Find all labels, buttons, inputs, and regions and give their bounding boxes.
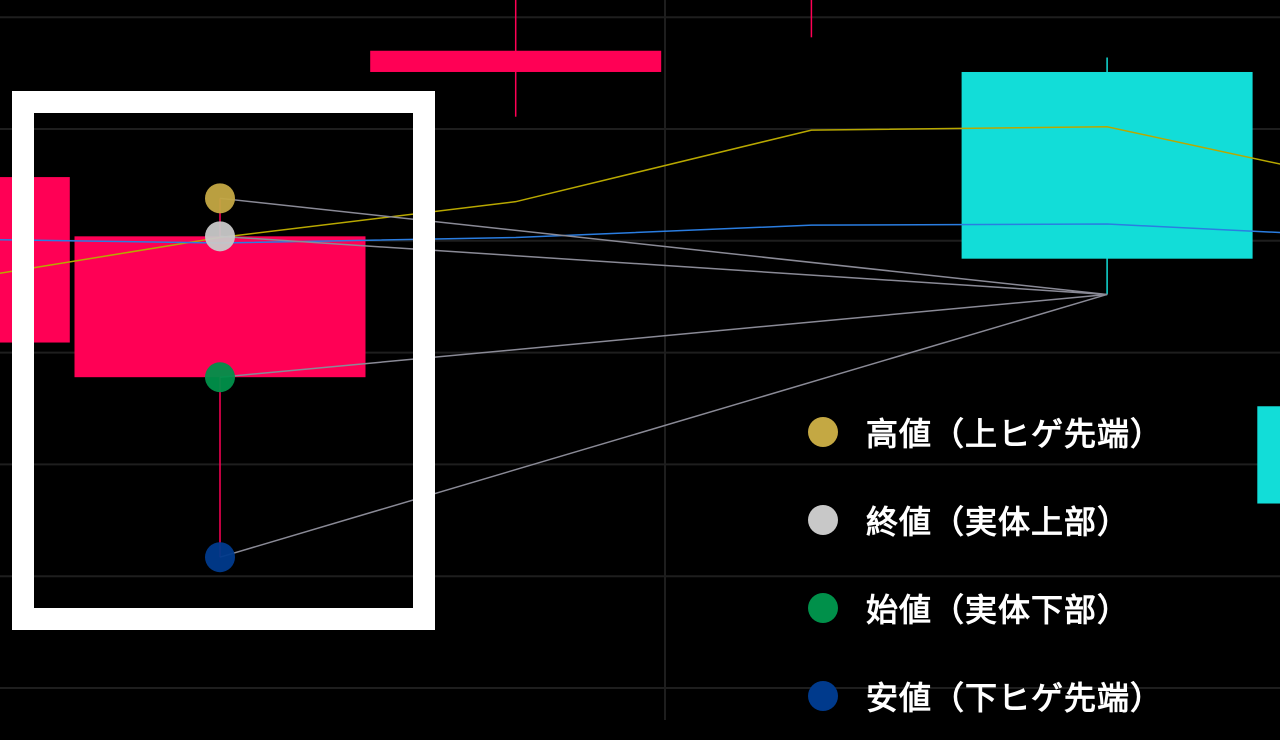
- moving-average-line: [0, 126, 1280, 274]
- connector-line: [219, 235, 1108, 296]
- legend-label: 高値（上ヒゲ先端）: [866, 415, 1164, 453]
- connector-line: [219, 293, 1108, 558]
- candle-body: [0, 177, 70, 343]
- price-marker-high: [205, 183, 235, 214]
- connector-line: [219, 293, 1108, 378]
- price-marker-close: [205, 221, 235, 252]
- moving-average-line: [0, 223, 1280, 244]
- legend-dot-open-icon: [808, 593, 838, 623]
- candle-body: [370, 50, 662, 72]
- legend-label: 始値（実体下部）: [866, 591, 1131, 629]
- legend-label: 終値（実体上部）: [866, 503, 1131, 541]
- legend-dot-close-icon: [808, 505, 838, 535]
- legend-item-high: 高値（上ヒゲ先端）: [808, 388, 1163, 476]
- legend: 高値（上ヒゲ先端） 終値（実体上部） 始値（実体下部） 安値（下ヒゲ先端）: [808, 388, 1163, 740]
- candle-body: [1257, 406, 1280, 504]
- connector-line: [219, 197, 1108, 296]
- legend-item-open: 始値（実体下部）: [808, 564, 1163, 652]
- highlight-frame: [12, 91, 435, 630]
- legend-item-close: 終値（実体上部）: [808, 476, 1163, 564]
- candle-body: [74, 236, 366, 378]
- legend-label: 安値（下ヒゲ先端）: [866, 679, 1164, 717]
- price-marker-open: [205, 362, 235, 393]
- price-marker-low: [205, 542, 235, 573]
- candlestick-chart: [0, 0, 1280, 720]
- legend-dot-high-icon: [808, 417, 838, 447]
- legend-dot-low-icon: [808, 681, 838, 711]
- legend-item-low: 安値（下ヒゲ先端）: [808, 652, 1163, 740]
- candle-body: [961, 71, 1253, 259]
